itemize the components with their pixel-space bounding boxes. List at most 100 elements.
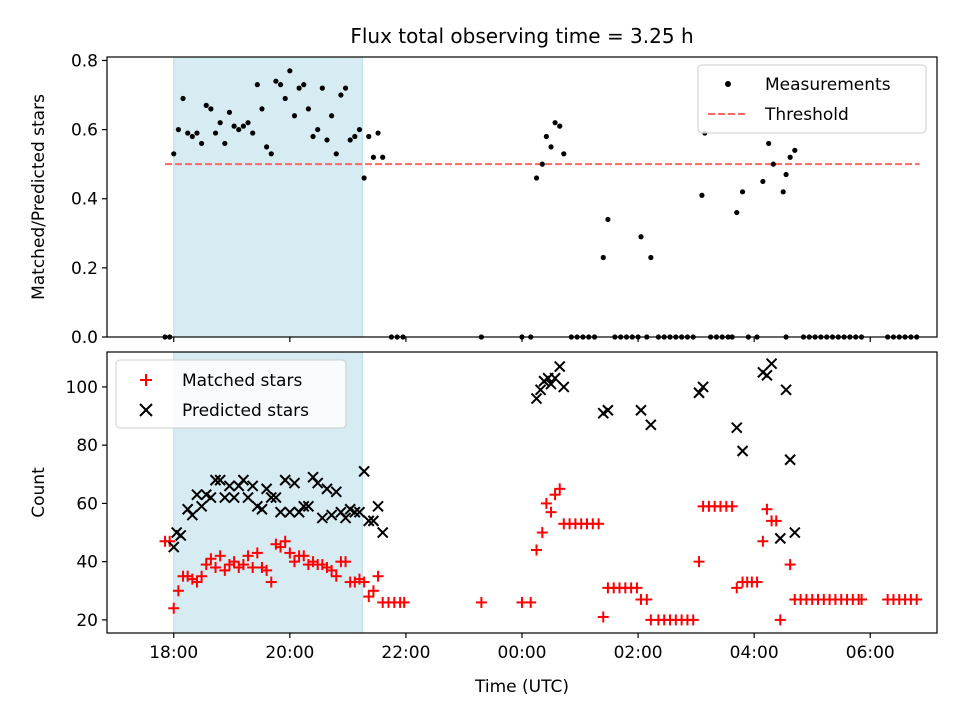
legend-matched-marker xyxy=(140,374,152,386)
matched-point xyxy=(536,527,548,539)
measurement-point xyxy=(333,151,339,157)
measurement-point xyxy=(366,133,372,140)
predicted-point xyxy=(789,526,801,539)
matched-point xyxy=(687,614,699,626)
matched-point xyxy=(168,602,180,614)
x-tick-label: 22:00 xyxy=(381,643,430,663)
predicted-point xyxy=(558,381,570,393)
measurement-point xyxy=(273,78,279,84)
matched-point xyxy=(247,561,259,573)
chart-title: Flux total observing time = 3.25 h xyxy=(350,24,693,48)
predicted-point xyxy=(195,500,208,513)
matched-point xyxy=(265,576,277,588)
predicted-point xyxy=(367,515,380,527)
x-tick-label: 18:00 xyxy=(149,643,198,663)
y-tick-label: 0.0 xyxy=(71,328,98,348)
matched-point xyxy=(288,556,300,568)
measurement-point xyxy=(171,151,177,157)
measurement-point xyxy=(783,171,789,178)
observing-span-top xyxy=(173,56,363,338)
ratio-y-ticks: 0.0 0.2 0.4 0.6 0.8 xyxy=(71,51,107,348)
measurement-point xyxy=(760,178,766,185)
measurement-point xyxy=(254,82,260,88)
predicted-point xyxy=(784,454,796,466)
predicted-point xyxy=(339,512,352,524)
measurement-point xyxy=(259,106,265,112)
measurement-point xyxy=(638,234,644,240)
measurement-point xyxy=(282,95,288,102)
measurement-point xyxy=(222,140,228,147)
predicted-point xyxy=(214,474,226,486)
matched-point xyxy=(540,497,552,509)
predicted-point xyxy=(298,500,310,513)
x-tick-label: 04:00 xyxy=(730,643,779,663)
ratio-legend-box xyxy=(697,64,927,134)
predicted-point xyxy=(358,465,370,478)
legend-threshold-label: Threshold xyxy=(764,105,849,125)
matched-point xyxy=(242,550,254,562)
predicted-point xyxy=(549,372,561,384)
legend-predicted-label: Predicted stars xyxy=(182,401,309,421)
y-tick-label: 0.2 xyxy=(71,259,98,279)
matched-point xyxy=(326,564,338,576)
predicted-point xyxy=(761,369,773,382)
predicted-point xyxy=(731,422,743,434)
predicted-point xyxy=(697,381,709,393)
matched-point xyxy=(237,559,249,571)
predicted-point xyxy=(534,384,547,396)
predicted-point xyxy=(228,491,240,504)
y-tick-label: 80 xyxy=(76,436,98,456)
matched-point xyxy=(593,518,605,530)
measurement-point xyxy=(277,82,284,88)
matched-point xyxy=(200,559,212,571)
measurement-point xyxy=(780,189,786,195)
measurement-point xyxy=(356,126,363,133)
measurement-point xyxy=(380,154,386,160)
predicted-point xyxy=(175,529,187,542)
count-y-axis-label: Count xyxy=(29,467,49,518)
x-tick-label: 20:00 xyxy=(265,643,314,663)
ratio-x-ticks xyxy=(173,337,871,342)
measurement-point xyxy=(338,92,344,98)
predicted-point xyxy=(349,506,361,518)
matched-point xyxy=(641,594,653,606)
matched-point xyxy=(545,506,557,518)
matched-point xyxy=(525,596,537,608)
matched-point xyxy=(298,550,310,562)
y-tick-label: 0.4 xyxy=(71,190,98,210)
matched-point xyxy=(751,576,763,588)
measurement-point xyxy=(557,123,563,129)
predicted-point xyxy=(765,357,778,370)
matched-point xyxy=(251,547,263,559)
matched-point xyxy=(172,585,184,597)
measurement-point xyxy=(352,133,358,140)
matched-point xyxy=(475,596,487,608)
measurement-point xyxy=(268,151,274,157)
y-tick-label: 0.6 xyxy=(71,121,98,141)
measurement-point xyxy=(310,133,316,140)
predicted-point xyxy=(209,474,222,486)
measurement-point xyxy=(361,175,367,181)
measurement-point xyxy=(552,120,558,126)
predicted-point xyxy=(325,509,338,521)
matched-point xyxy=(757,535,769,547)
legend-measurements-marker xyxy=(725,81,731,87)
predicted-point xyxy=(545,378,557,390)
predicted-point xyxy=(219,491,231,504)
measurement-point xyxy=(287,68,293,74)
matched-point xyxy=(549,489,561,501)
matched-point xyxy=(693,556,705,568)
matched-point xyxy=(363,591,375,603)
matched-point xyxy=(210,561,222,573)
measurement-point xyxy=(203,102,209,108)
x-tick-label: 00:00 xyxy=(498,643,547,663)
measurement-point xyxy=(240,123,246,129)
y-tick-label: 20 xyxy=(76,611,98,631)
predicted-point xyxy=(186,509,199,521)
measurement-point xyxy=(648,254,654,261)
y-tick-label: 40 xyxy=(76,553,98,573)
matched-point xyxy=(398,596,410,608)
ratio-y-axis-label: Matched/Predicted stars xyxy=(29,94,49,300)
matched-point xyxy=(284,547,296,559)
measurement-point xyxy=(347,137,353,143)
